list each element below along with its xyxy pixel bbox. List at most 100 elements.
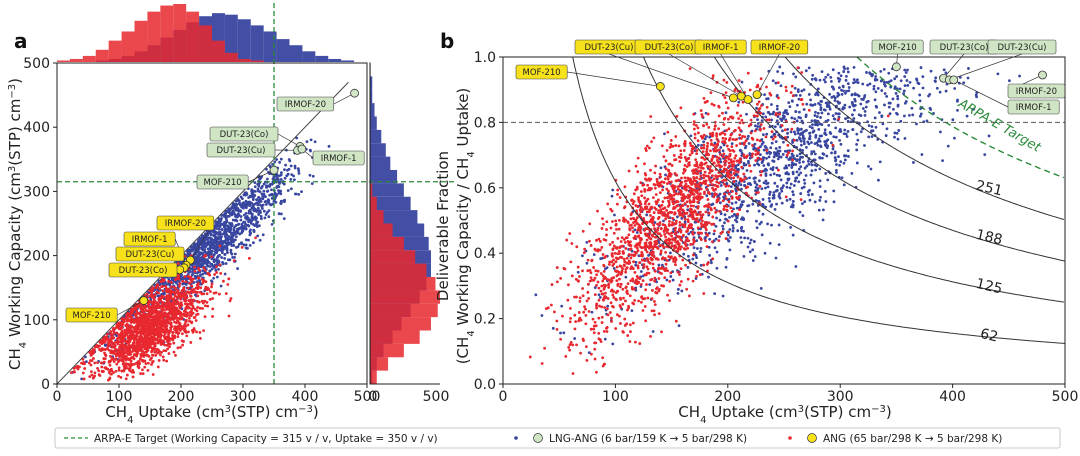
point-lng <box>893 135 896 139</box>
point-lng <box>292 174 296 178</box>
point-lng <box>786 131 789 135</box>
point-ang <box>109 351 113 355</box>
point-ang <box>193 315 197 319</box>
point-lng <box>837 155 840 159</box>
point-lng <box>773 132 777 136</box>
point-lng <box>843 67 846 71</box>
point-ang <box>181 279 184 283</box>
y-axis-label-a-part: −3 <box>7 84 18 99</box>
point-lng <box>967 67 970 70</box>
y-axis-label-a-part: 3 <box>7 166 18 172</box>
point-lng <box>769 173 773 177</box>
point-ang <box>186 290 190 294</box>
point-ang <box>141 368 144 372</box>
point-lng <box>919 66 923 69</box>
point-ang <box>629 217 633 221</box>
point-lng <box>779 155 783 159</box>
point-ang <box>195 309 199 313</box>
point-ang <box>651 262 655 266</box>
point-lng <box>189 249 192 253</box>
point-lng <box>257 224 261 228</box>
point-lng <box>216 236 220 240</box>
point-lng <box>921 86 925 90</box>
point-lng <box>843 103 847 107</box>
point-lng <box>771 79 775 83</box>
point-lng <box>780 189 784 193</box>
point-ang <box>758 139 762 143</box>
point-lng <box>592 253 596 256</box>
hist-right-bar-lng <box>370 156 391 170</box>
point-lng <box>769 204 773 208</box>
point-lng <box>731 226 735 230</box>
point-lng <box>221 222 225 226</box>
point-lng <box>871 73 875 76</box>
point-lng <box>173 280 177 284</box>
point-lng <box>249 219 253 223</box>
point-lng <box>852 108 856 112</box>
point-lng <box>852 65 856 69</box>
point-lng <box>953 136 956 140</box>
point-ang <box>641 279 645 283</box>
point-lng <box>766 181 770 185</box>
point-lng <box>852 117 856 120</box>
point-lng <box>826 73 830 77</box>
point-ang <box>177 292 180 296</box>
hist-right-bar-ang <box>370 370 377 384</box>
point-ang <box>188 281 191 285</box>
point-lng <box>819 103 822 107</box>
point-ang <box>169 318 172 322</box>
point-ang <box>161 289 165 293</box>
point-lng <box>1008 79 1011 83</box>
point-lng <box>757 179 761 183</box>
point-lng <box>802 88 806 92</box>
point-ang <box>126 313 130 317</box>
point-lng <box>676 292 680 295</box>
point-ang <box>100 365 104 369</box>
point-lng <box>747 161 750 165</box>
point-lng <box>826 112 830 116</box>
point-lng <box>854 80 858 84</box>
point-lng <box>804 69 808 73</box>
point-lng <box>247 238 250 242</box>
point-lng <box>798 94 802 97</box>
point-lng <box>223 224 227 228</box>
point-ang <box>179 297 183 300</box>
hist-top-bar-lng <box>328 58 342 62</box>
point-ang <box>642 263 646 266</box>
point-ang <box>158 306 161 310</box>
point-lng <box>194 293 197 297</box>
point-lng <box>821 208 825 212</box>
point-lng <box>823 108 827 112</box>
point-lng <box>935 86 939 90</box>
point-lng <box>256 203 260 207</box>
point-lng <box>870 125 874 128</box>
point-ang <box>124 377 128 381</box>
point-lng <box>974 93 978 97</box>
point-lng <box>755 226 759 230</box>
point-ang <box>106 337 110 341</box>
hist-right-bar-lng <box>370 170 398 184</box>
point-ang <box>191 277 195 281</box>
highlight-marker <box>139 296 149 305</box>
point-ang <box>218 263 222 267</box>
point-lng <box>718 218 722 222</box>
point-lng <box>798 161 801 164</box>
point-lng <box>223 220 226 224</box>
point-lng <box>305 140 309 144</box>
point-ang <box>674 222 678 225</box>
point-ang <box>141 309 145 313</box>
point-lng <box>197 250 201 254</box>
point-ang <box>193 269 197 273</box>
point-lng <box>295 136 299 140</box>
hist-top-bar-lng <box>237 19 251 62</box>
hist-right-tick-label: 0 <box>369 389 378 405</box>
point-lng <box>832 189 836 193</box>
point-lng <box>833 99 837 102</box>
point-lng <box>249 211 253 215</box>
point-ang <box>168 301 172 305</box>
point-lng <box>855 148 859 152</box>
point-lng <box>752 177 756 180</box>
point-lng <box>769 167 773 171</box>
point-ang <box>176 262 180 266</box>
